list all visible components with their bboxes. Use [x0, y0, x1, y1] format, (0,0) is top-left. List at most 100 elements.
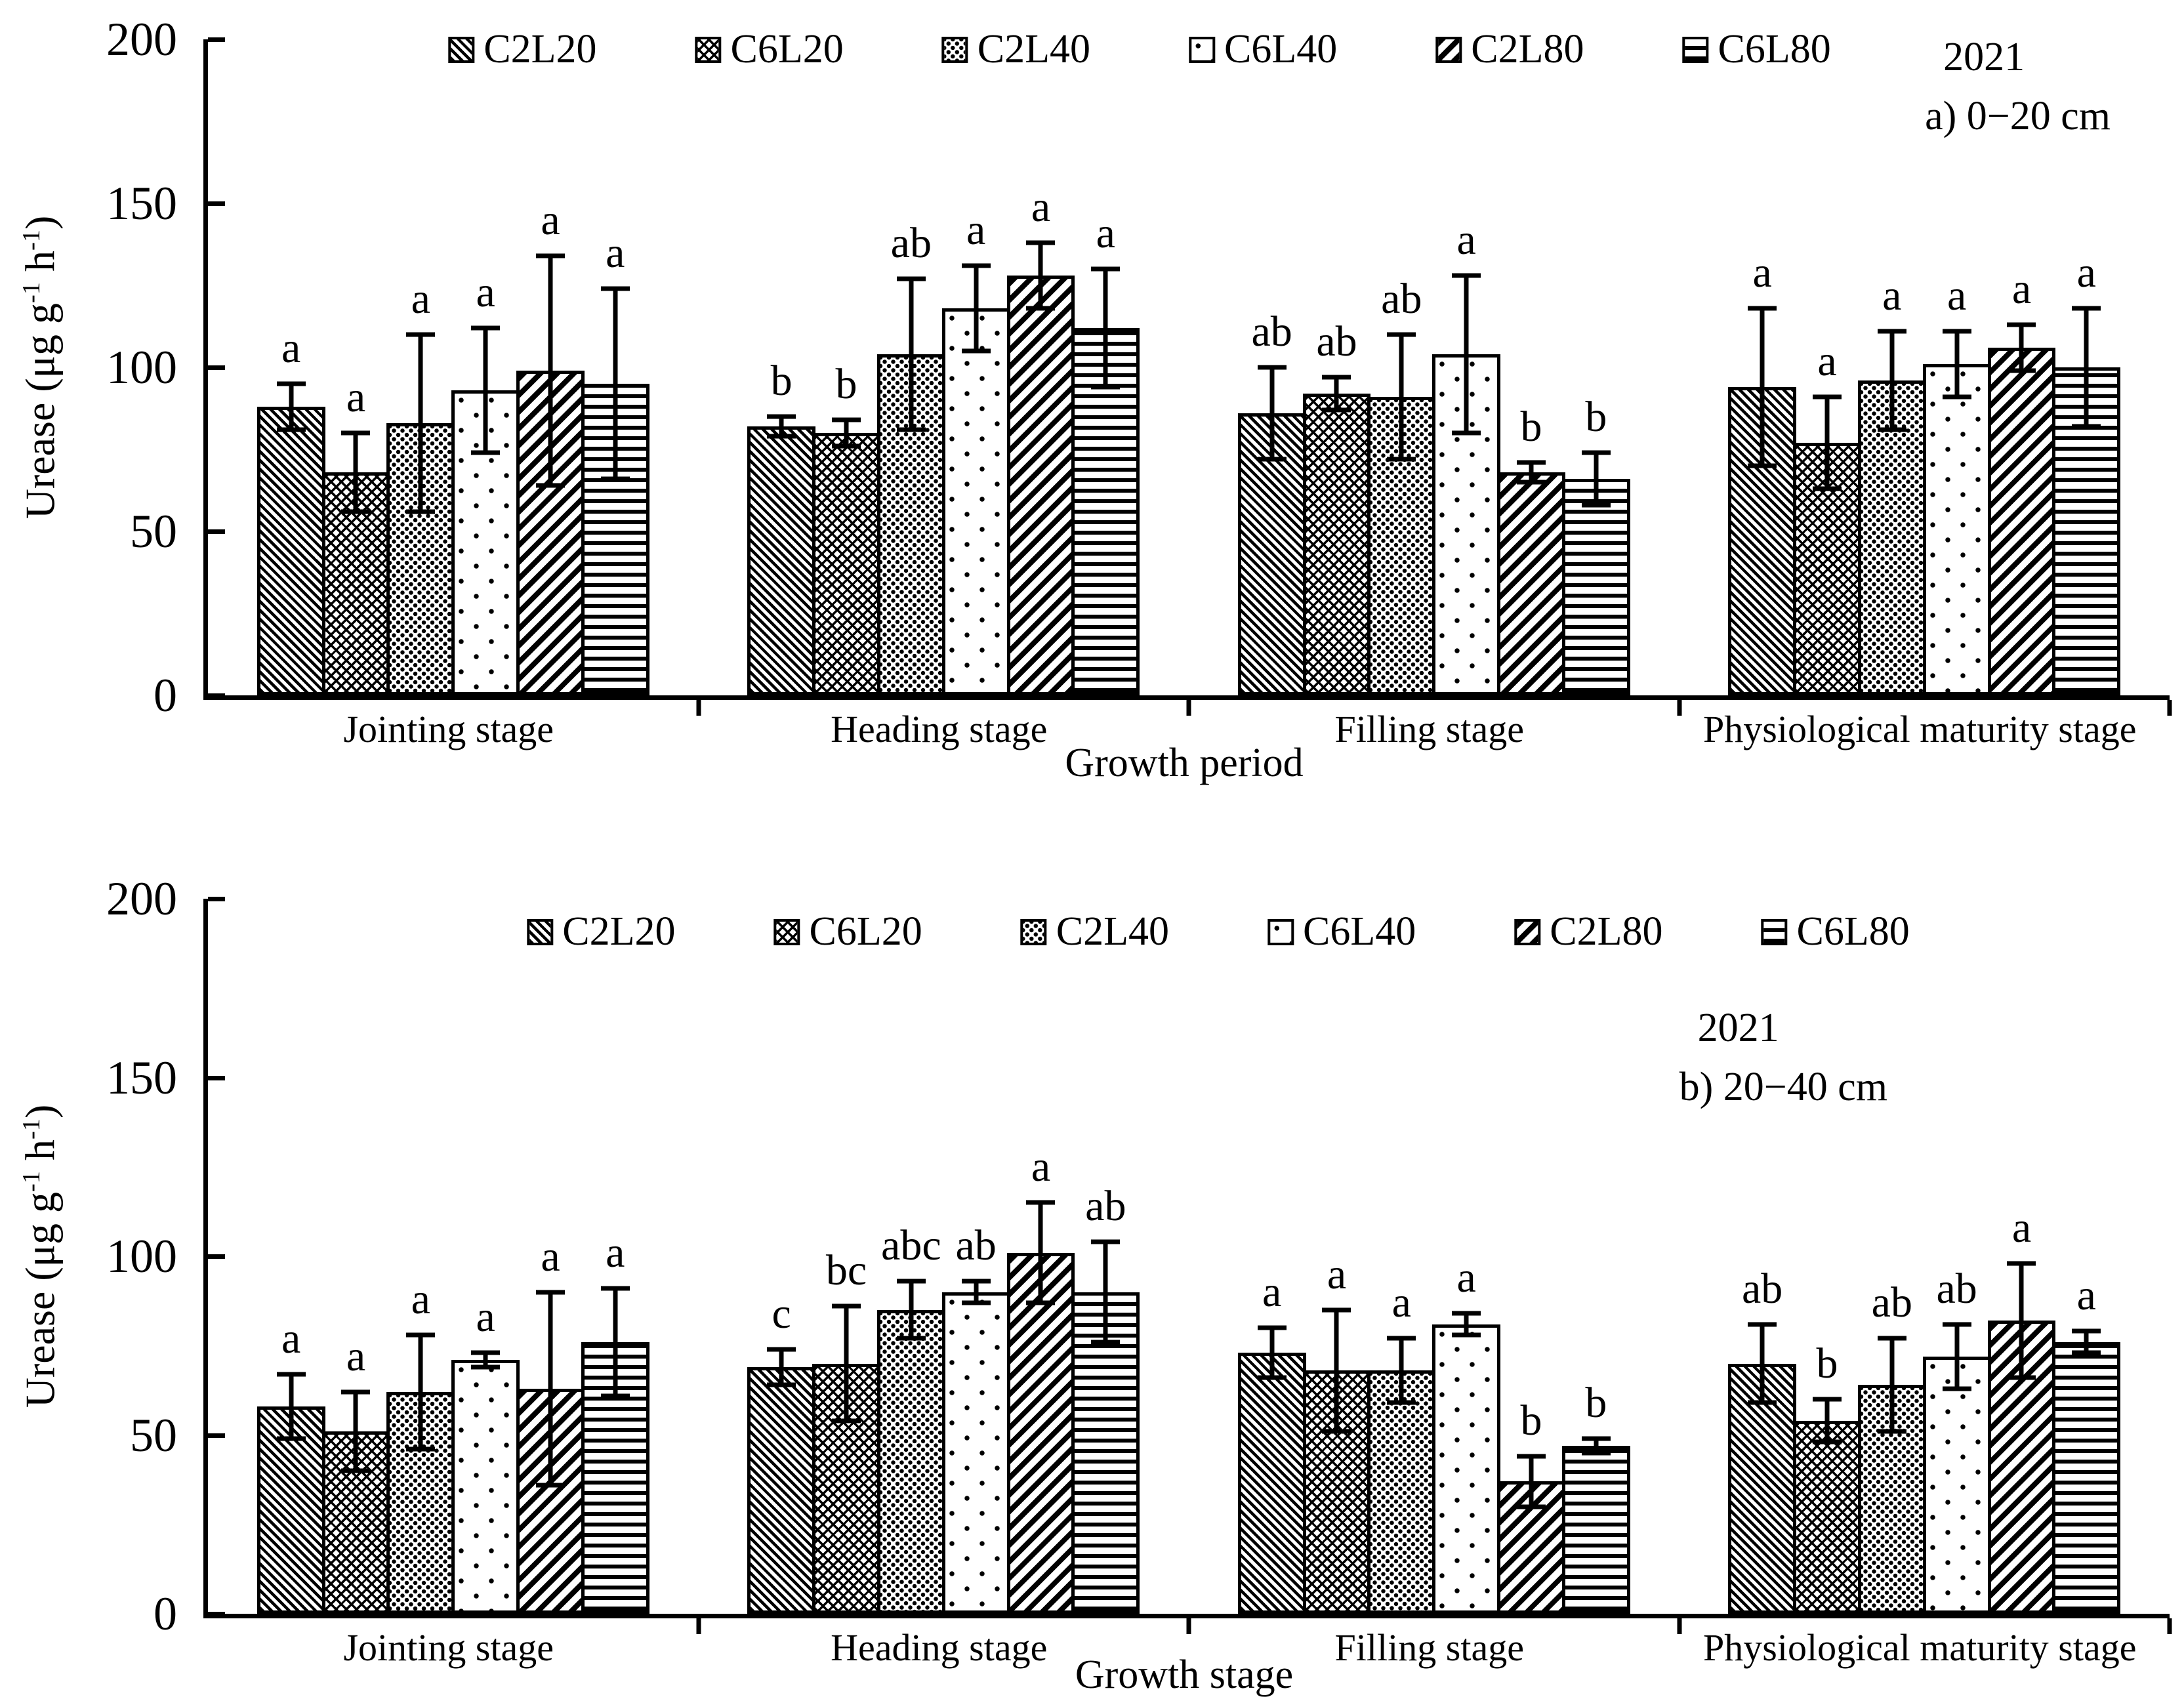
error-bar-cap-bottom	[276, 427, 306, 432]
y-axis-tick	[208, 1254, 225, 1259]
y-axis-tick	[208, 37, 225, 42]
error-bar-cap-top	[276, 381, 306, 386]
sig-letter: a	[966, 206, 986, 254]
sig-letter: a	[541, 1232, 560, 1281]
error-bar-cap-bottom	[1026, 306, 1056, 311]
sig-letter: b	[1520, 1397, 1542, 1445]
sig-letter: ab	[955, 1221, 997, 1270]
error-bar-cap-top	[1748, 306, 1777, 311]
sig-letter: a	[476, 1293, 495, 1342]
error-bar-cap-bottom	[600, 1393, 630, 1399]
error-bar-cap-top	[600, 1286, 630, 1291]
y-axis-title-part: h	[16, 251, 64, 283]
error-bar-cap-bottom	[1322, 1429, 1351, 1434]
bar-slot: a	[1237, 899, 1306, 1614]
error-bar-cap-top	[600, 286, 630, 291]
error-bar-line	[1103, 269, 1108, 387]
bar-C2L40	[1367, 1370, 1436, 1614]
error-bar-cap-bottom	[1091, 1340, 1121, 1345]
x-axis-tick	[1677, 1618, 1681, 1634]
group-2: c bc abc ab a ab	[699, 899, 1189, 1614]
sig-letter: b	[1816, 1340, 1838, 1387]
error-bar-cap-bottom	[1516, 480, 1546, 485]
bar-slot: a	[1302, 899, 1371, 1614]
error-bar-line	[548, 1292, 553, 1485]
error-bar-cap-top	[1942, 1322, 1971, 1327]
error-bar-line	[1529, 1456, 1534, 1507]
error-bar-cap-top	[1516, 1454, 1546, 1459]
error-bar-cap-bottom	[406, 509, 436, 514]
bar-slot: a	[1987, 899, 2056, 1614]
bar-slot: a	[257, 39, 325, 695]
error-bar-cap-bottom	[2007, 1375, 2036, 1380]
sig-letter: a	[1031, 183, 1051, 231]
error-bar-line	[1269, 1328, 1275, 1378]
error-bar-cap-bottom	[1812, 1439, 1842, 1445]
error-bar-cap-bottom	[1026, 1300, 1056, 1305]
sig-letter: abc	[881, 1221, 941, 1270]
error-bar-line	[289, 384, 294, 430]
error-bar-cap-top	[767, 414, 796, 419]
bar-slot: a	[451, 39, 520, 695]
error-bar-line	[613, 1288, 618, 1396]
error-bar-line	[1464, 1313, 1469, 1335]
error-bar-cap-bottom	[1877, 1429, 1906, 1434]
y-tick-label: 0	[154, 669, 177, 722]
y-tick-label: 150	[106, 1051, 177, 1104]
category-label: Heading stage	[831, 708, 1048, 750]
sig-letter: a	[2011, 1203, 2032, 1252]
error-bar-line	[1529, 462, 1534, 482]
error-bar-cap-top	[535, 253, 565, 258]
x-axis-tick	[1186, 700, 1191, 716]
bar-C2L40	[1857, 380, 1926, 695]
error-bar-cap-bottom	[341, 509, 371, 514]
sig-letter: a	[1391, 1279, 1411, 1327]
annotation-a: 2021 a) 0−20 cm	[1925, 33, 2111, 141]
legend-item-C6L80: C6L80	[1682, 26, 1831, 73]
bar-slot: b	[1497, 39, 1565, 695]
error-bar-cap-bottom	[1812, 486, 1842, 491]
y-tick-label: 100	[106, 1230, 177, 1282]
error-bar-cap-bottom	[1942, 1386, 1971, 1391]
bar-C6L40	[1922, 1356, 1991, 1614]
bar-slot: ab	[876, 39, 945, 695]
bar-C6L20	[1793, 1420, 1861, 1614]
legend: C2L20 C6L20 C2L40 C6L40 C2L80 C6L80	[448, 26, 1831, 73]
sig-letter: a	[1456, 216, 1476, 264]
y-axis-title-part: -1	[18, 230, 45, 251]
bar-C2L80	[1006, 276, 1075, 695]
legend: C2L20 C6L20 C2L40 C6L40 C2L80 C6L80	[527, 909, 1910, 955]
error-bar-line	[613, 289, 618, 479]
error-bar-cap-bottom	[2072, 424, 2101, 429]
error-bar-cap-top	[961, 1279, 991, 1284]
bar-C2L20	[1237, 1353, 1306, 1614]
bar-slot: a	[321, 899, 390, 1614]
bars-row: ab b ab ab a a	[1728, 899, 2121, 1614]
legend-label: C2L40	[1056, 909, 1169, 954]
sig-letter: a	[2011, 265, 2032, 313]
error-bar-cap-top	[276, 1372, 306, 1377]
error-bar-cap-top	[341, 430, 371, 436]
error-bar-cap-top	[831, 1303, 861, 1309]
sig-letter: a	[346, 373, 366, 421]
sig-letter: a	[541, 196, 560, 244]
y-tick-label: 150	[106, 177, 177, 230]
error-bar-cap-top	[1452, 1311, 1481, 1316]
sig-letter: a	[606, 1229, 625, 1277]
bar-slot: a	[1857, 39, 1926, 695]
diagonal-crosshatch-swatch-icon	[695, 36, 722, 63]
legend-item-C2L80: C2L80	[1514, 909, 1662, 955]
error-bar-line	[2084, 1331, 2089, 1353]
y-axis-title-part: Urease (μg g	[16, 1192, 64, 1408]
bar-slot: a	[1071, 39, 1140, 695]
error-bar-cap-bottom	[2072, 1350, 2101, 1355]
error-bar-line	[483, 1353, 488, 1367]
y-axis-title-part: )	[16, 1104, 64, 1119]
bar-C6L20	[812, 433, 880, 695]
sig-letter: a	[1096, 209, 1115, 257]
x-axis-tick	[1186, 1618, 1191, 1634]
y-axis-title: Urease (μg g-1 h-1)	[2, 39, 64, 695]
bar-slot: ab	[1728, 899, 1797, 1614]
